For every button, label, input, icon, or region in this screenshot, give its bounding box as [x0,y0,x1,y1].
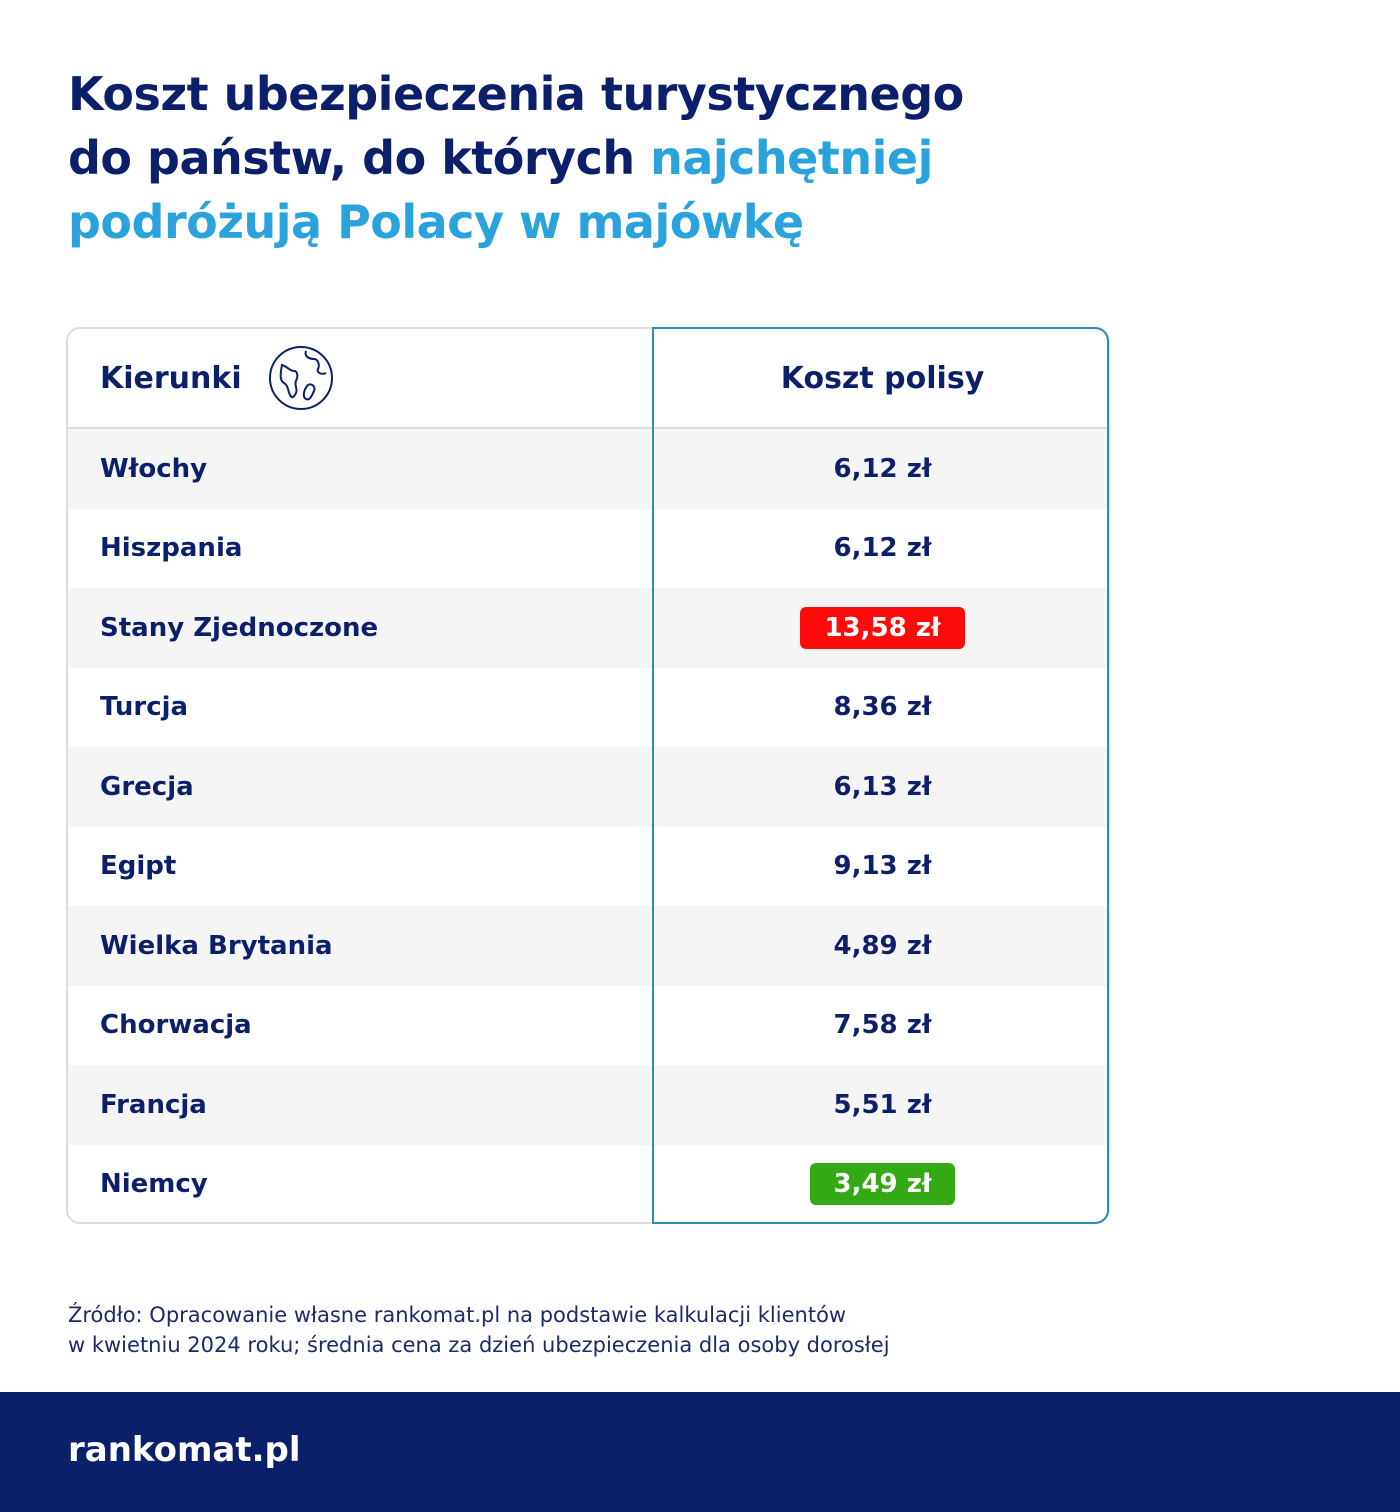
country: Egipt [100,851,177,882]
header-row: Kierunki Koszt polisy [68,329,1108,429]
cost-cell: 7,58 zł [656,986,1108,1066]
source: Źródło: Opracowanie własne rankomat.pl n… [68,1300,890,1360]
column-header: Kierunki [100,360,242,396]
table-row: Grecja 6,13 zł [68,747,1108,827]
table-row: Hiszpania 6,12 zł [68,509,1108,589]
country: Wielka Brytania [100,930,333,961]
title-segment: podróżują Polacy w majówkę [68,195,804,249]
title-line: Koszt ubezpieczenia turystycznego [68,62,964,126]
cost: 6,12 zł [833,533,932,564]
source-line: w kwietniu 2024 roku; średnia cena za dz… [68,1333,890,1357]
globe-icon [268,346,333,410]
footer: rankomat.pl [0,1392,1400,1512]
cost: 4,89 zł [833,930,932,961]
cost-cell: 6,13 zł [656,747,1108,827]
source-line: Źródło: Opracowanie własne rankomat.pl n… [68,1303,847,1327]
country: Turcja [100,692,189,723]
table-row: Stany Zjednoczone 13,58 zł [68,588,1108,668]
country: Chorwacja [100,1010,252,1041]
country: Francja [100,1089,207,1120]
cost-cell: 13,58 zł [656,588,1108,668]
title-segment: Koszt ubezpieczenia turystycznego [68,67,964,121]
title-segment: do państw, do których [68,131,651,185]
cost: 6,13 zł [833,771,932,802]
country: Niemcy [100,1169,208,1200]
cost: 6,12 zł [833,453,932,484]
cost: 13,58 zł [800,606,965,649]
cost: 7,58 zł [833,1010,932,1041]
table-row: Wielka Brytania 4,89 zł [68,906,1108,986]
cost-cell: 5,51 zł [656,1065,1108,1145]
country: Włochy [100,453,208,484]
country: Stany Zjednoczone [100,612,379,643]
table-row: Włochy 6,12 zł [68,429,1108,509]
title: Koszt ubezpieczenia turystycznego do pańs… [68,62,964,254]
cost-cell: 8,36 zł [656,668,1108,748]
cost: 5,51 zł [833,1089,932,1120]
cost-column-border [652,327,1109,1224]
table-row: Francja 5,51 zł [68,1065,1108,1145]
title-line: podróżują Polacy w majówkę [68,190,964,254]
table-row: Chorwacja 7,58 zł [68,986,1108,1066]
cost-cell: 4,89 zł [656,906,1108,986]
cost-cell: 6,12 zł [656,509,1108,589]
column-header: Koszt polisy [780,360,985,396]
table-row: Niemcy 3,49 zł [68,1145,1108,1223]
country: Hiszpania [100,533,243,564]
title-segment: najchętniej [650,131,933,185]
country: Grecja [100,771,194,802]
title-line: do państw, do których najchętniej [68,126,964,190]
cost: 3,49 zł [809,1163,956,1206]
table-row: Turcja 8,36 zł [68,668,1108,748]
cost-cell: 9,13 zł [656,827,1108,907]
cost: 8,36 zł [833,692,932,723]
cost-cell: 3,49 zł [656,1145,1108,1223]
table-row: Egipt 9,13 zł [68,827,1108,907]
cost-cell: 6,12 zł [656,429,1108,509]
table: Kierunki Koszt polisy Włochy 6,12 zł Hiszp… [66,327,1110,1224]
logo: rankomat.pl [68,1430,301,1470]
cost: 9,13 zł [833,851,932,882]
